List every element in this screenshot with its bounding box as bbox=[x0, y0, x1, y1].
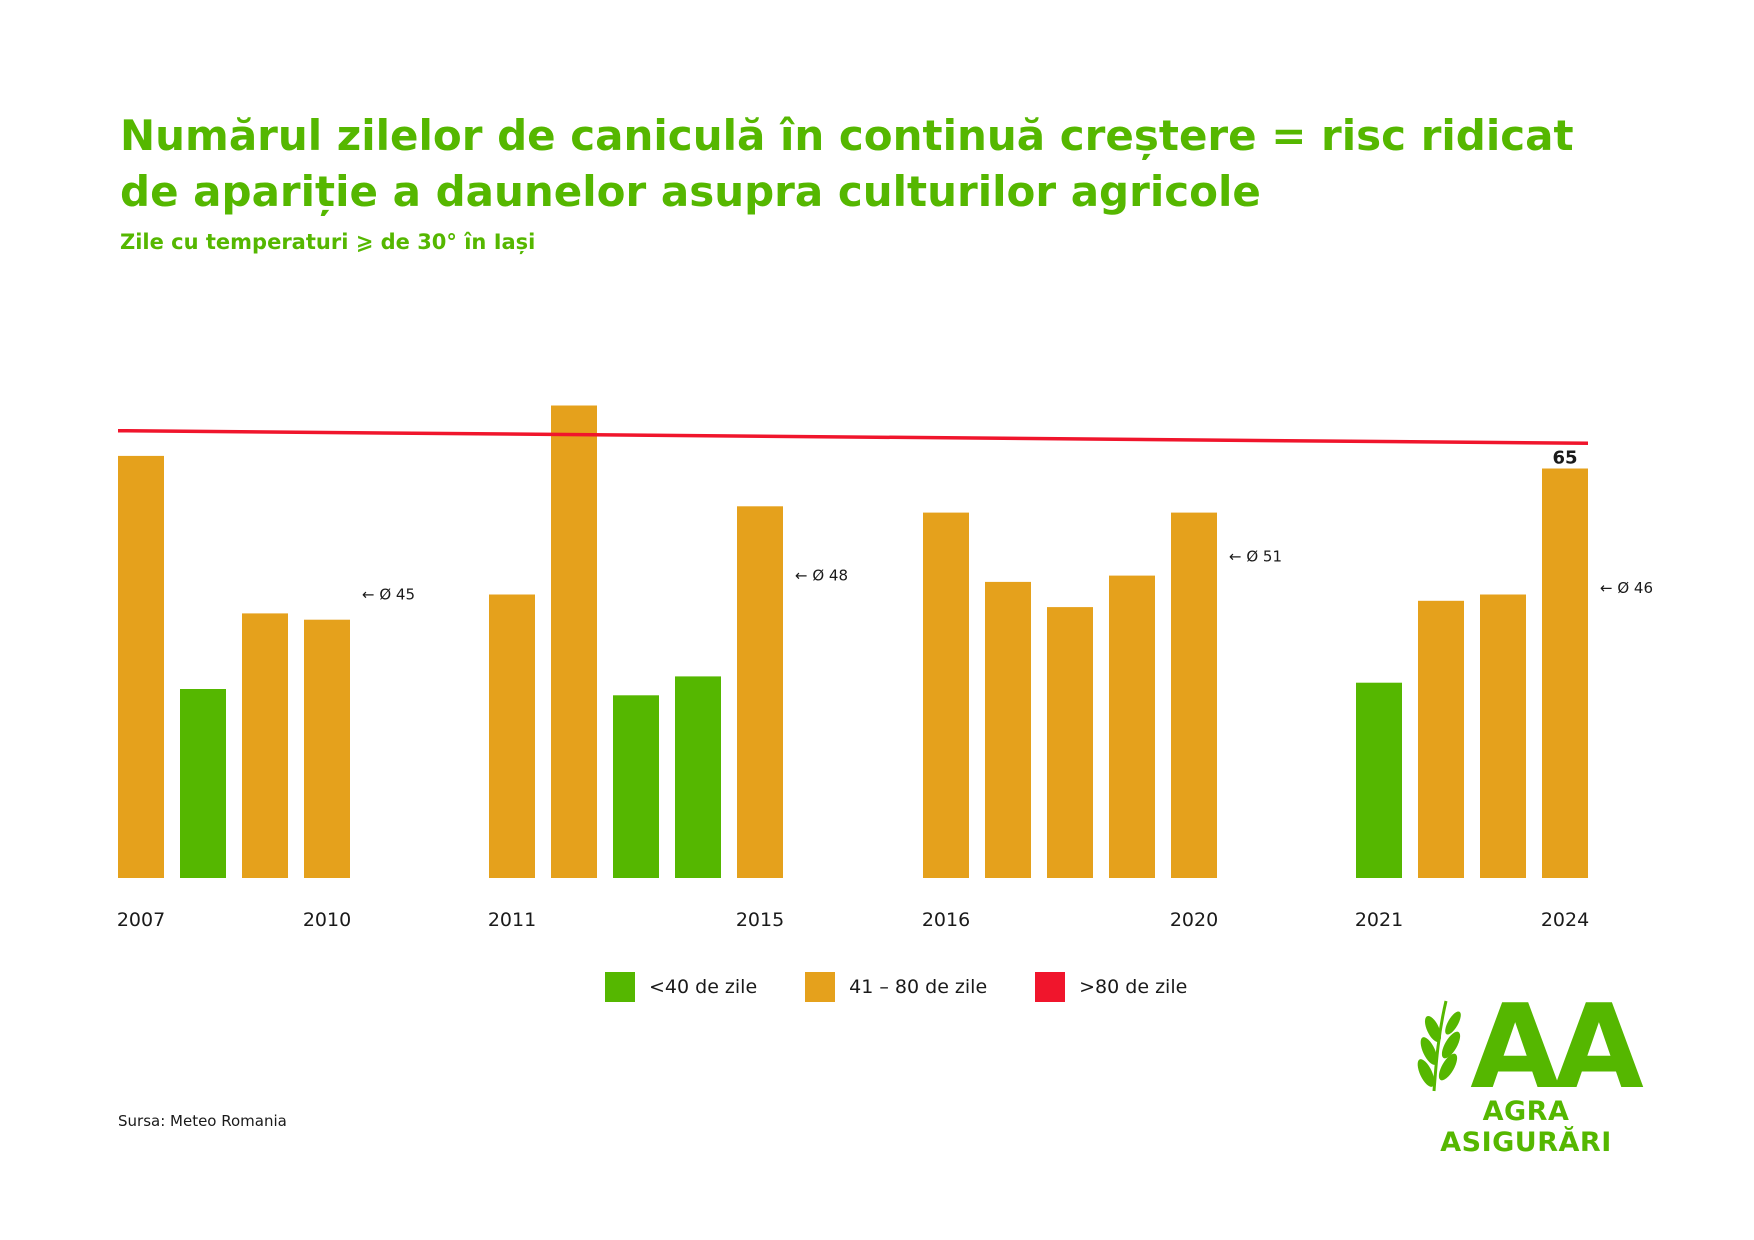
average-label-group-3: ← Ø 51 bbox=[1229, 548, 1282, 566]
bar-2024 bbox=[1542, 468, 1588, 878]
tick-label-2020: 2020 bbox=[1170, 909, 1218, 931]
logo-brand-name: AGRA ASIGURĂRI bbox=[1440, 1096, 1612, 1158]
tick-label-2011: 2011 bbox=[488, 909, 536, 931]
legend: <40 de zile 41 – 80 de zile >80 de zile bbox=[605, 972, 1187, 1002]
average-label-group-4: ← Ø 46 bbox=[1600, 579, 1653, 597]
legend-label-mid: 41 – 80 de zile bbox=[849, 976, 988, 998]
source-note: Sursa: Meteo Romania bbox=[118, 1112, 287, 1130]
average-label-group-2: ← Ø 48 bbox=[795, 567, 848, 585]
average-label-group-1: ← Ø 45 bbox=[362, 586, 415, 604]
chart-subtitle: Zile cu temperaturi ⩾ de 30° în Iași bbox=[120, 230, 536, 254]
legend-item-low: <40 de zile bbox=[605, 972, 757, 1002]
tick-label-2021: 2021 bbox=[1355, 909, 1403, 931]
tick-label-2010: 2010 bbox=[303, 909, 351, 931]
bar-2010 bbox=[304, 619, 350, 878]
tick-label-2024: 2024 bbox=[1541, 909, 1589, 931]
bar-2011 bbox=[489, 594, 535, 878]
bar-2017 bbox=[985, 581, 1031, 878]
tick-label-2015: 2015 bbox=[736, 909, 784, 931]
bar-2018 bbox=[1047, 607, 1093, 878]
legend-swatch-low bbox=[605, 972, 635, 1002]
bar-2014 bbox=[675, 676, 721, 878]
bar-2019 bbox=[1109, 575, 1155, 878]
wheat-ear-icon bbox=[1417, 1000, 1461, 1092]
logo-mark: AA bbox=[1417, 980, 1650, 1115]
legend-label-low: <40 de zile bbox=[649, 976, 758, 998]
threshold-line bbox=[117, 428, 1589, 446]
bar-2021 bbox=[1356, 682, 1402, 878]
legend-swatch-mid bbox=[805, 972, 836, 1002]
bar-2009 bbox=[242, 613, 288, 878]
legend-item-high: >80 de zile bbox=[1035, 972, 1187, 1002]
bar-2023 bbox=[1480, 594, 1526, 878]
bar-chart: 2007 2010 ← Ø 45 2011 2015 ← Ø 48 2016 2020 ← Ø … bbox=[117, 405, 1653, 931]
tick-label-2016: 2016 bbox=[922, 909, 970, 931]
bar-2007 bbox=[118, 455, 164, 878]
bar-2016 bbox=[923, 512, 969, 878]
chart-title: Numărul zilelor de caniculă în continuă … bbox=[120, 111, 1574, 216]
bar-2013 bbox=[613, 695, 659, 878]
bar-2012 bbox=[551, 405, 597, 878]
bar-2022 bbox=[1418, 600, 1464, 878]
tick-label-2007: 2007 bbox=[117, 909, 165, 931]
legend-item-mid: 41 – 80 de zile bbox=[805, 972, 987, 1002]
legend-swatch-high bbox=[1035, 972, 1066, 1002]
bar-2020 bbox=[1171, 512, 1217, 878]
logo-letters: AA bbox=[1470, 995, 1644, 1095]
legend-label-high: >80 de zile bbox=[1079, 976, 1188, 998]
value-label-2024: 65 bbox=[1552, 448, 1577, 469]
agra-logo: AA AGRA ASIGURĂRI bbox=[1396, 980, 1656, 1158]
bar-2008 bbox=[180, 689, 226, 878]
bar-2015 bbox=[737, 506, 783, 878]
